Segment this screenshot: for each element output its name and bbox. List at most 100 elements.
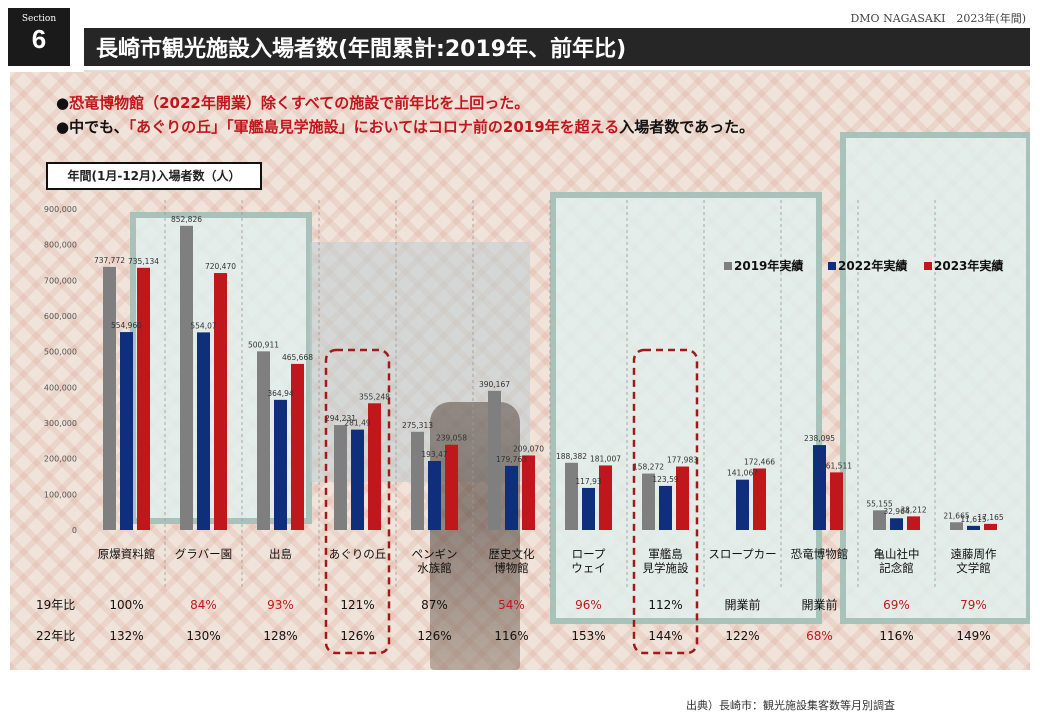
bar-2023	[291, 363, 304, 530]
section-badge: Section 6	[8, 8, 70, 66]
background-window	[550, 192, 822, 624]
ratio-vs-2019: 96%	[575, 598, 602, 612]
bullet-1-text: 恐竜博物館（2022年開業）除くすべての施設で前年比を上回った。	[69, 94, 530, 112]
bar-2022	[120, 332, 133, 530]
bar-2022	[659, 485, 672, 530]
header-rule	[84, 70, 1030, 72]
ratio-vs-2022: 126%	[417, 629, 451, 643]
category-label: 遠藤周作文学館	[951, 547, 997, 575]
bullet-2-lead: 中でも、	[69, 118, 129, 136]
category-label-line: スロープカー	[708, 547, 776, 561]
ratio-vs-2019: 84%	[190, 598, 217, 612]
ratio-vs-2022: 144%	[648, 629, 682, 643]
data-label: 179,763	[496, 455, 527, 464]
legend-swatch	[828, 262, 836, 270]
bar-2022	[582, 487, 595, 530]
ratio-vs-2022: 130%	[186, 629, 220, 643]
ratio-vs-2019: 112%	[648, 598, 682, 612]
bullet-2-highlight: 「あぐりの丘」「軍艦島見学施設」においてはコロナ前の2019年を超える	[128, 118, 620, 136]
bar-2023	[445, 444, 458, 530]
category-label-line: グラバー園	[175, 547, 232, 561]
data-label: 209,070	[513, 444, 544, 453]
category-label: グラバー園	[175, 547, 232, 561]
ratio-vs-2022: 68%	[806, 629, 833, 643]
bar-2023	[599, 465, 612, 530]
row-label-19: 19年比	[36, 598, 75, 612]
category-label-line: あぐりの丘	[329, 547, 387, 561]
category-label-line: ウェイ	[571, 561, 606, 575]
data-label: 161,511	[821, 461, 852, 470]
bar-2019	[642, 473, 655, 530]
ratio-vs-2022: 132%	[109, 629, 143, 643]
ratio-vs-2022: 128%	[263, 629, 297, 643]
y-tick-label: 200,000	[44, 455, 77, 464]
data-label: 852,826	[171, 215, 202, 224]
legend-label: 2023年実績	[934, 258, 1003, 273]
ratio-vs-2019: 79%	[960, 598, 987, 612]
title-band	[84, 28, 1030, 66]
category-label: スロープカー	[708, 547, 776, 561]
bullet-mark: ●	[56, 118, 70, 136]
bar-2022	[890, 518, 903, 530]
highlight-box	[632, 348, 699, 655]
data-label: 465,668	[282, 353, 313, 362]
category-label-line: ロープ	[572, 547, 606, 561]
ratio-vs-2022: 116%	[879, 629, 913, 643]
data-label: 355,248	[359, 392, 390, 401]
data-label: 554,960	[111, 321, 142, 330]
bar-2022	[428, 460, 441, 530]
y-tick-label: 400,000	[44, 383, 77, 392]
category-label-line: 出島	[269, 547, 292, 561]
bar-2023	[830, 472, 843, 530]
category-label-line: 原爆資料館	[98, 547, 156, 561]
legend-label: 2019年実績	[734, 258, 803, 273]
bar-2022	[351, 429, 364, 530]
bar-2019	[488, 390, 501, 530]
data-label: 158,272	[633, 463, 664, 472]
category-label-line: 恐竜博物館	[791, 547, 849, 561]
category-label: ロープウェイ	[571, 547, 606, 575]
bar-2023	[522, 455, 535, 530]
bullet-1: ●恐竜博物館（2022年開業）除くすべての施設で前年比を上回った。	[56, 92, 529, 113]
ratio-vs-2022: 122%	[725, 629, 759, 643]
data-label: 32,964	[883, 507, 909, 516]
y-axis-title: 年間(1月-12月)入場者数（人）	[46, 162, 262, 190]
legend-swatch	[924, 262, 932, 270]
bar-2023	[676, 466, 689, 530]
category-label-line: ペンギン	[412, 547, 458, 561]
category-label-line: 亀山社中	[874, 547, 920, 561]
source-note: 出典）長崎市：観光施設集客数等月別調査	[686, 699, 895, 712]
bullet-2-tail: 入場者数であった。	[619, 118, 755, 136]
data-label: 193,47	[421, 450, 447, 459]
bar-2019	[257, 351, 270, 530]
page-title: 長崎市観光施設入場者数(年間累計:2019年、前年比)	[96, 37, 627, 62]
bar-2023	[907, 516, 920, 530]
bar-2023	[753, 468, 766, 530]
category-label-line: 博物館	[494, 561, 529, 575]
category-label: 原爆資料館	[98, 547, 156, 561]
ratio-vs-2019: 100%	[109, 598, 143, 612]
y-tick-label: 500,000	[44, 348, 77, 357]
ratio-vs-2019: 開業前	[724, 597, 760, 612]
data-label: 172,466	[744, 457, 775, 466]
category-label-line: 軍艦島	[648, 547, 683, 561]
ratio-vs-2022: 149%	[956, 629, 990, 643]
highlight-box	[324, 348, 391, 655]
bar-2023	[368, 403, 381, 530]
bullet-mark: ●	[56, 94, 70, 112]
data-label: 500,911	[248, 340, 279, 349]
bar-2019	[565, 462, 578, 530]
y-tick-label: 0	[72, 526, 77, 535]
data-label: 117,93	[575, 477, 601, 486]
bar-2022	[274, 399, 287, 530]
data-label: 275,313	[402, 421, 433, 430]
legend-label: 2022年実績	[838, 258, 907, 273]
category-label: ペンギン水族館	[412, 547, 458, 575]
data-label: 181,007	[590, 454, 621, 463]
ratio-vs-2019: 121%	[340, 598, 374, 612]
bar-2019	[180, 225, 193, 531]
category-label-line: 遠藤周作	[951, 547, 997, 561]
ratio-vs-2019: 開業前	[801, 597, 837, 612]
category-label: 歴史文化博物館	[489, 547, 535, 575]
label-layer: 737,772 554,960 735,134 原爆資料館 852,826 554,07 7…	[94, 215, 1004, 575]
